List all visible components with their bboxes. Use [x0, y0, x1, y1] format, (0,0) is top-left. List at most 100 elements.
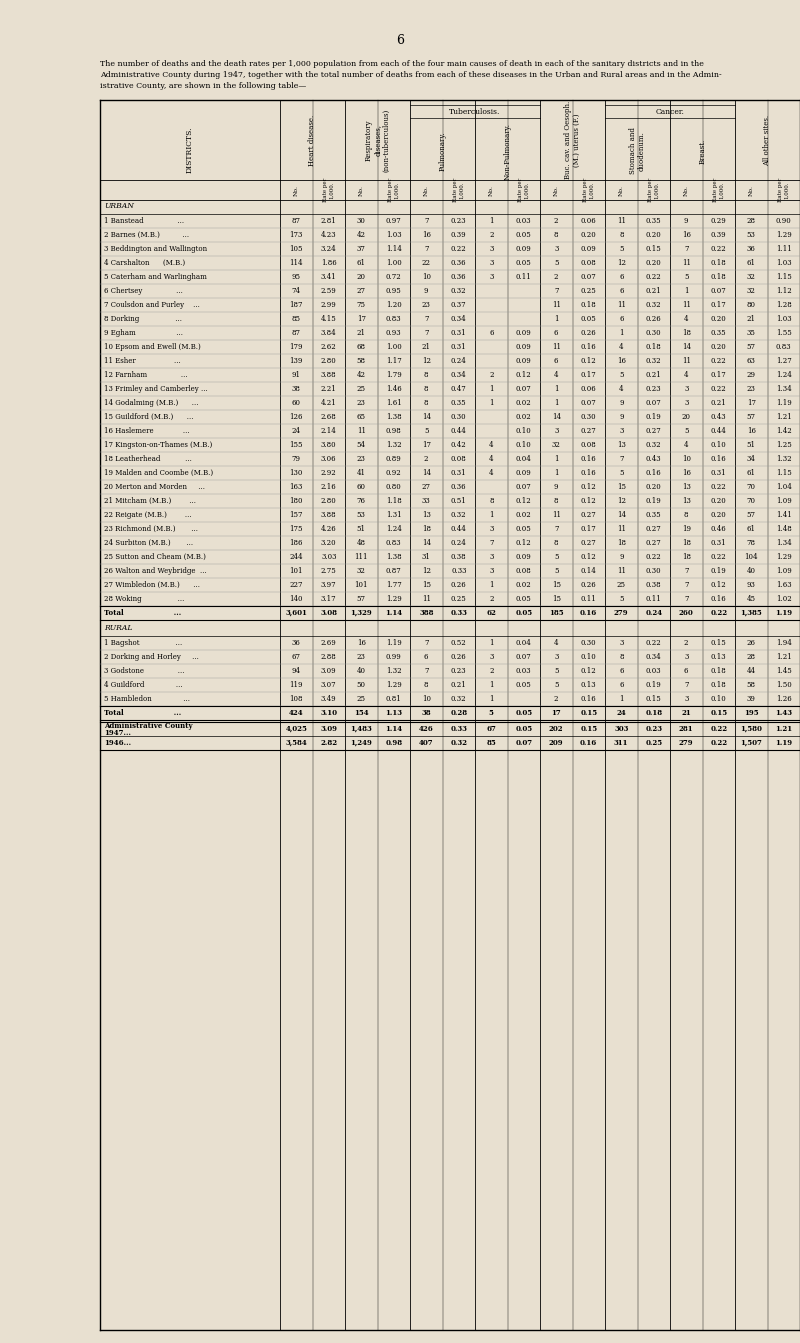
Text: 5: 5 — [619, 595, 623, 603]
Text: 25: 25 — [357, 385, 366, 393]
Text: 50: 50 — [357, 681, 366, 689]
Text: 22 Reigate (M.B.)        ...: 22 Reigate (M.B.) ... — [104, 510, 192, 518]
Text: 4: 4 — [619, 342, 623, 351]
Text: Rate per
1,000.: Rate per 1,000. — [648, 177, 659, 203]
Text: 35: 35 — [747, 329, 756, 337]
Text: 61: 61 — [746, 525, 756, 533]
Text: istrative County, are shown in the following table—: istrative County, are shown in the follo… — [100, 82, 306, 90]
Text: 4: 4 — [619, 385, 623, 393]
Text: 0.20: 0.20 — [646, 259, 662, 267]
Text: 2: 2 — [684, 639, 689, 647]
Text: 1.17: 1.17 — [386, 357, 402, 365]
Text: 4 Guildford              ...: 4 Guildford ... — [104, 681, 182, 689]
Text: 6: 6 — [489, 329, 494, 337]
Text: 7: 7 — [489, 539, 494, 547]
Text: 1: 1 — [554, 469, 558, 477]
Text: 28 Woking                ...: 28 Woking ... — [104, 595, 184, 603]
Text: 16: 16 — [682, 231, 690, 239]
Text: 14: 14 — [422, 469, 430, 477]
Text: 3.20: 3.20 — [321, 539, 337, 547]
Text: 1.61: 1.61 — [386, 399, 402, 407]
Text: 1.45: 1.45 — [776, 667, 792, 676]
Text: 3.17: 3.17 — [321, 595, 337, 603]
Text: 0.07: 0.07 — [581, 273, 597, 281]
Text: 187: 187 — [290, 301, 303, 309]
Text: 6: 6 — [619, 316, 623, 324]
Text: 0.44: 0.44 — [451, 525, 466, 533]
Text: 4: 4 — [489, 455, 494, 463]
Text: 8: 8 — [424, 385, 429, 393]
Text: 32: 32 — [747, 287, 756, 295]
Text: 1.00: 1.00 — [386, 259, 402, 267]
Text: 3: 3 — [619, 427, 623, 435]
Text: 0.26: 0.26 — [451, 653, 466, 661]
Text: 1,580: 1,580 — [740, 725, 762, 733]
Text: 202: 202 — [549, 725, 563, 733]
Text: 9: 9 — [619, 414, 623, 420]
Text: 3.09: 3.09 — [321, 667, 337, 676]
Text: 6: 6 — [619, 681, 623, 689]
Text: 1.32: 1.32 — [776, 455, 791, 463]
Text: 1.09: 1.09 — [776, 497, 792, 505]
Text: 0.20: 0.20 — [711, 342, 726, 351]
Text: 2: 2 — [554, 218, 558, 226]
Text: 5: 5 — [554, 553, 558, 561]
Text: 14: 14 — [682, 342, 690, 351]
Text: 1: 1 — [489, 694, 494, 702]
Text: 12: 12 — [617, 497, 626, 505]
Text: 16: 16 — [617, 357, 626, 365]
Text: 0.31: 0.31 — [711, 539, 726, 547]
Text: 1.29: 1.29 — [776, 231, 792, 239]
Text: 0.05: 0.05 — [515, 725, 532, 733]
Text: 0.34: 0.34 — [451, 316, 466, 324]
Text: 0.22: 0.22 — [711, 385, 726, 393]
Text: 1.94: 1.94 — [776, 639, 792, 647]
Text: 0.06: 0.06 — [581, 385, 597, 393]
Text: 0.10: 0.10 — [581, 653, 597, 661]
Text: 1.55: 1.55 — [776, 329, 792, 337]
Text: 7: 7 — [619, 455, 623, 463]
Text: 195: 195 — [744, 709, 758, 717]
Text: 1,385: 1,385 — [740, 608, 762, 616]
Text: 8: 8 — [424, 371, 429, 379]
Text: 17: 17 — [357, 316, 366, 324]
Text: 1.38: 1.38 — [386, 414, 402, 420]
Text: 5: 5 — [619, 469, 623, 477]
Text: 3.80: 3.80 — [321, 441, 337, 449]
Text: 1: 1 — [489, 681, 494, 689]
Text: 0.13: 0.13 — [581, 681, 597, 689]
Text: Non-Pulmonary.: Non-Pulmonary. — [503, 122, 511, 180]
Text: 0.29: 0.29 — [711, 218, 726, 226]
Text: 7: 7 — [684, 567, 689, 575]
Text: 0.15: 0.15 — [646, 244, 662, 252]
Text: 8 Dorking                ...: 8 Dorking ... — [104, 316, 182, 324]
Text: 0.32: 0.32 — [646, 357, 662, 365]
Text: 0.06: 0.06 — [581, 218, 597, 226]
Text: 0.23: 0.23 — [451, 218, 466, 226]
Text: 87: 87 — [292, 329, 301, 337]
Text: 14: 14 — [617, 510, 626, 518]
Text: 29: 29 — [746, 371, 756, 379]
Text: 3.03: 3.03 — [321, 553, 337, 561]
Text: 57: 57 — [357, 595, 366, 603]
Text: DISTRICTS.: DISTRICTS. — [186, 126, 194, 173]
Text: 0.27: 0.27 — [646, 525, 662, 533]
Text: 2: 2 — [489, 371, 494, 379]
Text: 0.03: 0.03 — [516, 218, 531, 226]
Text: 2 Dorking and Horley     ...: 2 Dorking and Horley ... — [104, 653, 199, 661]
Text: 0.47: 0.47 — [451, 385, 466, 393]
Text: 0.24: 0.24 — [451, 539, 466, 547]
Text: 126: 126 — [290, 414, 303, 420]
Text: 19 Malden and Coombe (M.B.): 19 Malden and Coombe (M.B.) — [104, 469, 213, 477]
Text: 119: 119 — [290, 681, 303, 689]
Text: 1.25: 1.25 — [776, 441, 792, 449]
Text: No.: No. — [749, 184, 754, 196]
Text: 11: 11 — [682, 259, 690, 267]
Text: 10: 10 — [682, 455, 690, 463]
Text: 0.08: 0.08 — [581, 441, 597, 449]
Text: 1.11: 1.11 — [776, 244, 792, 252]
Text: 388: 388 — [419, 608, 434, 616]
Text: 1,249: 1,249 — [350, 739, 372, 747]
Text: 7: 7 — [684, 582, 689, 590]
Text: 5: 5 — [554, 567, 558, 575]
